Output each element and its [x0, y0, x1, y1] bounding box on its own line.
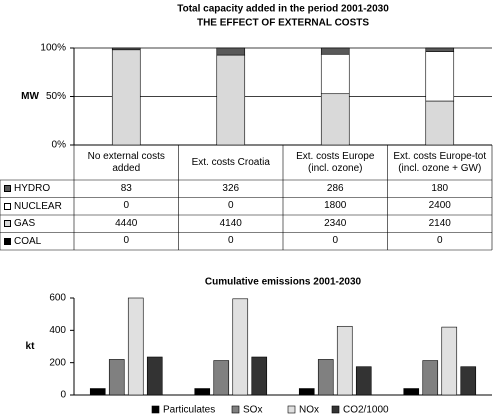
bar — [317, 359, 334, 396]
bar — [298, 388, 315, 396]
bar — [194, 388, 211, 396]
chart-subtitle: THE EFFECT OF EXTERNAL COSTS — [197, 18, 369, 29]
table-value: 0 — [227, 235, 234, 247]
table-value: 0 — [227, 200, 234, 212]
category-label: Ext. costs Europe-tot (incl. ozone + GW) — [393, 150, 487, 174]
table-value: 2400 — [428, 200, 451, 212]
legend-label: GAS — [14, 218, 36, 230]
bar-segment — [216, 54, 246, 146]
table-value: 0 — [332, 235, 339, 247]
table-value: 326 — [222, 182, 240, 194]
bar-segment — [425, 100, 455, 146]
table-value: 0 — [123, 235, 130, 247]
table-value: 4440 — [115, 217, 138, 229]
bar — [441, 326, 458, 396]
bar-segment — [320, 93, 350, 146]
legend-label: NOx — [299, 405, 319, 416]
legend-label: NUCLEAR — [14, 200, 62, 212]
table-value: 0 — [123, 200, 130, 212]
table-value: 2140 — [428, 217, 451, 229]
bar — [89, 388, 106, 396]
legend-swatch — [4, 202, 11, 210]
legend-swatch — [331, 405, 340, 414]
table-value: 286 — [326, 182, 344, 194]
table-value: 180 — [431, 182, 449, 194]
bar — [127, 297, 144, 396]
legend-label: COAL — [14, 235, 42, 247]
y-axis-label: kt — [26, 341, 36, 352]
table-value: 0 — [436, 235, 443, 247]
legend-swatch — [287, 405, 296, 414]
legend-item: COAL — [0, 233, 74, 251]
chart-title: Total capacity added in the period 2001-… — [177, 4, 389, 15]
y-axis-label: MW — [21, 91, 39, 102]
table-value: 1800 — [324, 200, 347, 212]
bar — [108, 359, 125, 396]
y-tick-label: 0% — [52, 140, 67, 151]
legend-swatch — [151, 405, 160, 414]
legend-item: NUCLEAR — [0, 198, 74, 216]
bar — [146, 356, 163, 396]
y-tick-label: 600 — [49, 293, 66, 304]
legend-label: HYDRO — [14, 183, 51, 195]
bar — [460, 366, 477, 396]
legend-swatch — [4, 237, 11, 245]
bar-segment — [425, 47, 455, 52]
bar-segment — [425, 51, 455, 102]
table-value: 83 — [120, 182, 132, 194]
category-label: Ext. costs Europe (incl. ozone) — [296, 150, 375, 174]
legend-label: SOx — [243, 405, 262, 416]
y-tick-label: 100% — [40, 43, 66, 54]
category-label: Ext. costs Croatia — [191, 156, 270, 168]
bar-segment — [320, 47, 350, 55]
legend-item: HYDRO — [0, 180, 74, 198]
chart-title: Cumulative emissions 2001-2030 — [205, 277, 362, 288]
legend-label: Particulates — [163, 405, 215, 416]
bar-segment — [111, 47, 141, 51]
bar — [213, 360, 230, 396]
bar — [232, 298, 249, 396]
y-tick-label: 0 — [60, 390, 66, 401]
table-value: 2340 — [324, 217, 347, 229]
bar — [422, 360, 439, 396]
bar — [355, 366, 372, 396]
bar-segment — [111, 49, 141, 146]
legend-swatch — [231, 405, 240, 414]
legend-swatch — [4, 220, 11, 228]
y-tick-label: 50% — [46, 91, 66, 102]
bar — [403, 388, 420, 396]
bar — [251, 356, 268, 396]
category-label: No external costs added — [87, 150, 165, 174]
bar — [336, 325, 353, 396]
legend-label: CO2/1000 — [343, 405, 389, 416]
legend-swatch — [4, 185, 11, 193]
legend-item: GAS — [0, 215, 74, 233]
y-tick-label: 400 — [49, 325, 66, 336]
table-value: 4140 — [219, 217, 242, 229]
bar-segment — [320, 53, 350, 95]
bar-segment — [216, 47, 246, 56]
y-tick-label: 200 — [49, 357, 66, 368]
